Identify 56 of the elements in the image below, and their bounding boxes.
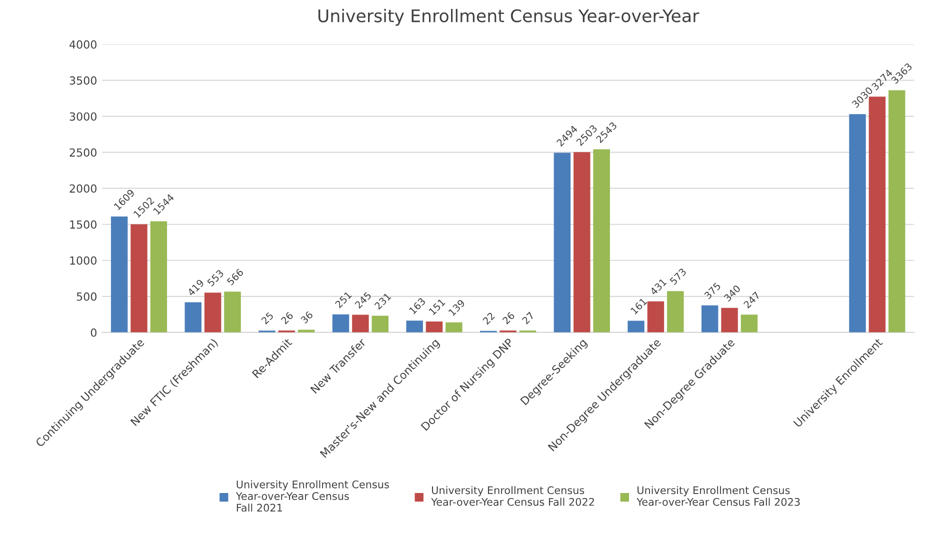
bar [740, 314, 758, 332]
data-label: 22 [482, 312, 496, 325]
y-tick-label: 500 [76, 292, 96, 301]
bar [628, 320, 644, 332]
bar [372, 316, 388, 332]
bar [849, 114, 866, 332]
bar [721, 308, 738, 332]
data-label: 26 [502, 312, 516, 325]
data-label: 573 [669, 268, 687, 286]
bar [184, 302, 202, 332]
bar [352, 314, 369, 332]
data-label: 151 [428, 298, 446, 316]
bar [701, 305, 718, 332]
bar [406, 320, 423, 332]
bar [110, 216, 128, 332]
bar [574, 152, 590, 332]
data-label: 251 [334, 291, 352, 308]
data-label: 419 [186, 278, 204, 296]
data-label: 36 [300, 310, 314, 324]
bar [204, 292, 222, 332]
data-label: 340 [724, 284, 741, 302]
bar [130, 224, 148, 332]
data-label: 163 [408, 297, 426, 314]
legend-label: University Enrollment Census Year-over-Year Census Fall 2023 [636, 486, 800, 506]
bar [332, 314, 350, 332]
data-label: 231 [374, 292, 392, 310]
data-label: 431 [650, 278, 667, 296]
bar [426, 322, 443, 332]
bar [647, 301, 664, 332]
y-tick-label: 1000 [70, 256, 96, 265]
y-tick-label: 1500 [70, 220, 96, 229]
y-tick-label: 3000 [70, 112, 96, 121]
bar [224, 292, 241, 332]
legend-label: University Enrollment Census Year-over-Year Census Fall 2021 [236, 480, 389, 512]
bar [888, 90, 906, 332]
legend-label: University Enrollment Census Year-over-Year Census Fall 2022 [431, 486, 594, 506]
y-tick-label: 2500 [70, 148, 96, 157]
chart-title: University Enrollment Census Year-over-Year [318, 8, 700, 26]
data-label: 27 [522, 312, 534, 324]
data-label: 25 [260, 312, 274, 325]
bar [446, 322, 462, 332]
bar [554, 152, 571, 332]
data-label: 26 [280, 312, 294, 325]
y-tick-label: 4000 [69, 40, 96, 49]
data-label: 375 [704, 282, 722, 300]
data-label: 553 [206, 269, 224, 287]
y-tick-label: 3500 [70, 76, 96, 85]
data-label: 139 [448, 299, 466, 316]
data-label: 161 [630, 298, 648, 315]
bar [667, 291, 684, 332]
bar [150, 221, 168, 332]
data-label: 245 [354, 292, 372, 309]
data-label: 566 [226, 268, 244, 286]
y-tick-label: 0 [90, 328, 96, 337]
y-tick-label: 2000 [70, 184, 96, 193]
bar [593, 149, 610, 332]
